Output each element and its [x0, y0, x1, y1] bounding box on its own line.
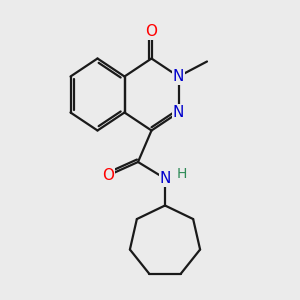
Text: O: O — [102, 168, 114, 183]
Text: N: N — [159, 171, 171, 186]
Text: O: O — [146, 24, 158, 39]
Text: H: H — [176, 167, 187, 181]
Text: N: N — [173, 69, 184, 84]
Text: N: N — [173, 105, 184, 120]
